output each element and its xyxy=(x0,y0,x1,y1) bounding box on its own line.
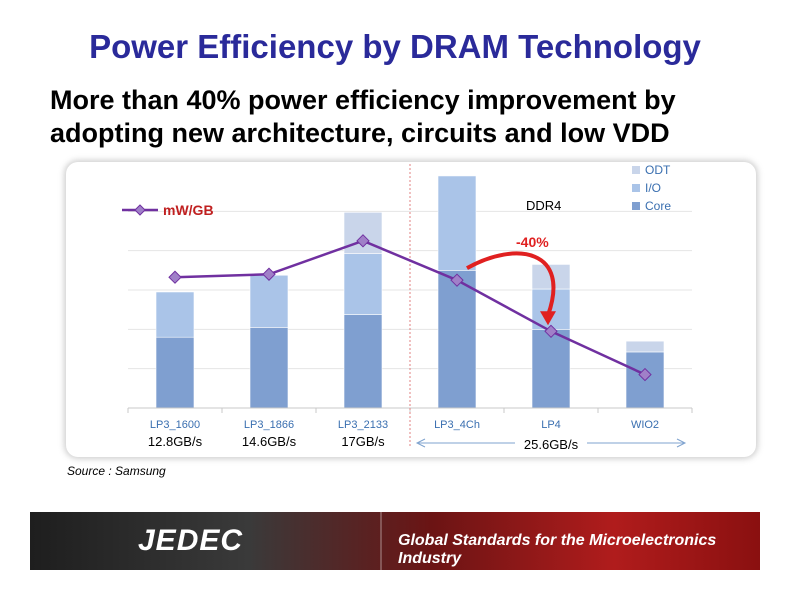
ddr4-label: DDR4 xyxy=(526,198,561,213)
x-tick-label-lp4: LP4 xyxy=(541,419,561,431)
footer-banner: JEDEC Global Standards for the Microelec… xyxy=(30,512,760,570)
slide-subtitle: More than 40% power efficiency improveme… xyxy=(50,84,770,150)
bar-io-lp3_2133 xyxy=(343,253,383,315)
line-point-lp3_1866 xyxy=(262,267,276,281)
legend-label-io: I/O xyxy=(645,181,661,195)
bandwidth-label-1: 14.6GB/s xyxy=(242,434,297,449)
legend-swatch-core xyxy=(632,202,640,210)
footer-tagline: Global Standards for the Microelectronic… xyxy=(398,532,717,567)
legend-label-odt: ODT xyxy=(645,163,671,177)
reduction-arrow-head xyxy=(540,311,556,326)
bandwidth-label-bg xyxy=(515,431,587,457)
bar-odt-wio2 xyxy=(625,340,665,353)
legend-marker-mwgb xyxy=(134,204,146,216)
source-note: Source : Samsung xyxy=(67,464,166,478)
legend-swatch-io xyxy=(632,184,640,192)
jedec-logo: JEDEC xyxy=(138,524,244,557)
bar-io-lp3_1866 xyxy=(249,274,289,328)
legend-label-mwgb: mW/GB xyxy=(163,202,214,218)
chart-panel: LP3_1600 LP3_1866 LP3_2133 LP3_4Ch LP4 WIO2 12… xyxy=(66,162,756,457)
bar-core-lp3_1866 xyxy=(249,327,289,409)
line-mwgb xyxy=(174,239,646,376)
bandwidth-span-arrow-left xyxy=(415,438,426,448)
x-tick-label-lp3_1600: LP3_1600 xyxy=(150,419,200,431)
bar-core-lp4 xyxy=(531,329,571,409)
legend-label-core: Core xyxy=(645,199,671,213)
line-point-lp3_4ch xyxy=(450,273,464,287)
bandwidth-label-2: 17GB/s xyxy=(341,434,385,449)
chart: LP3_1600 LP3_1866 LP3_2133 LP3_4Ch LP4 WIO2 12… xyxy=(122,163,693,457)
bar-io-lp3_4ch xyxy=(437,175,477,271)
x-tick-label-lp3_2133: LP3_2133 xyxy=(338,419,388,431)
reduction-arrow xyxy=(466,251,556,316)
bar-core-lp3_1600 xyxy=(155,336,195,409)
subtitle-line-1: More than 40% power efficiency improveme… xyxy=(50,85,676,115)
x-tick-label-lp3_4ch: LP3_4Ch xyxy=(434,419,480,431)
reduction-label: -40% xyxy=(516,234,549,250)
line-point-lp3_2133 xyxy=(356,234,370,248)
bar-io-lp3_1600 xyxy=(155,291,195,338)
subtitle-line-2: adopting new architecture, circuits and … xyxy=(50,118,670,148)
footer-divider xyxy=(380,512,382,570)
bar-core-lp3_4ch xyxy=(437,270,477,409)
line-point-lp4 xyxy=(544,324,558,339)
bar-core-lp3_2133 xyxy=(343,314,383,409)
slide-title: Power Efficiency by DRAM Technology xyxy=(89,28,701,65)
line-point-wio2 xyxy=(638,367,652,382)
line-point-lp3_1600 xyxy=(168,270,182,284)
x-tick-label-wio2: WIO2 xyxy=(631,419,659,431)
bandwidth-label-3: 25.6GB/s xyxy=(524,437,579,452)
legend-swatch-odt xyxy=(632,166,640,174)
x-tick-label-lp3_1866: LP3_1866 xyxy=(244,419,294,431)
bandwidth-span-arrow-right xyxy=(676,438,687,448)
bandwidth-label-0: 12.8GB/s xyxy=(148,434,203,449)
